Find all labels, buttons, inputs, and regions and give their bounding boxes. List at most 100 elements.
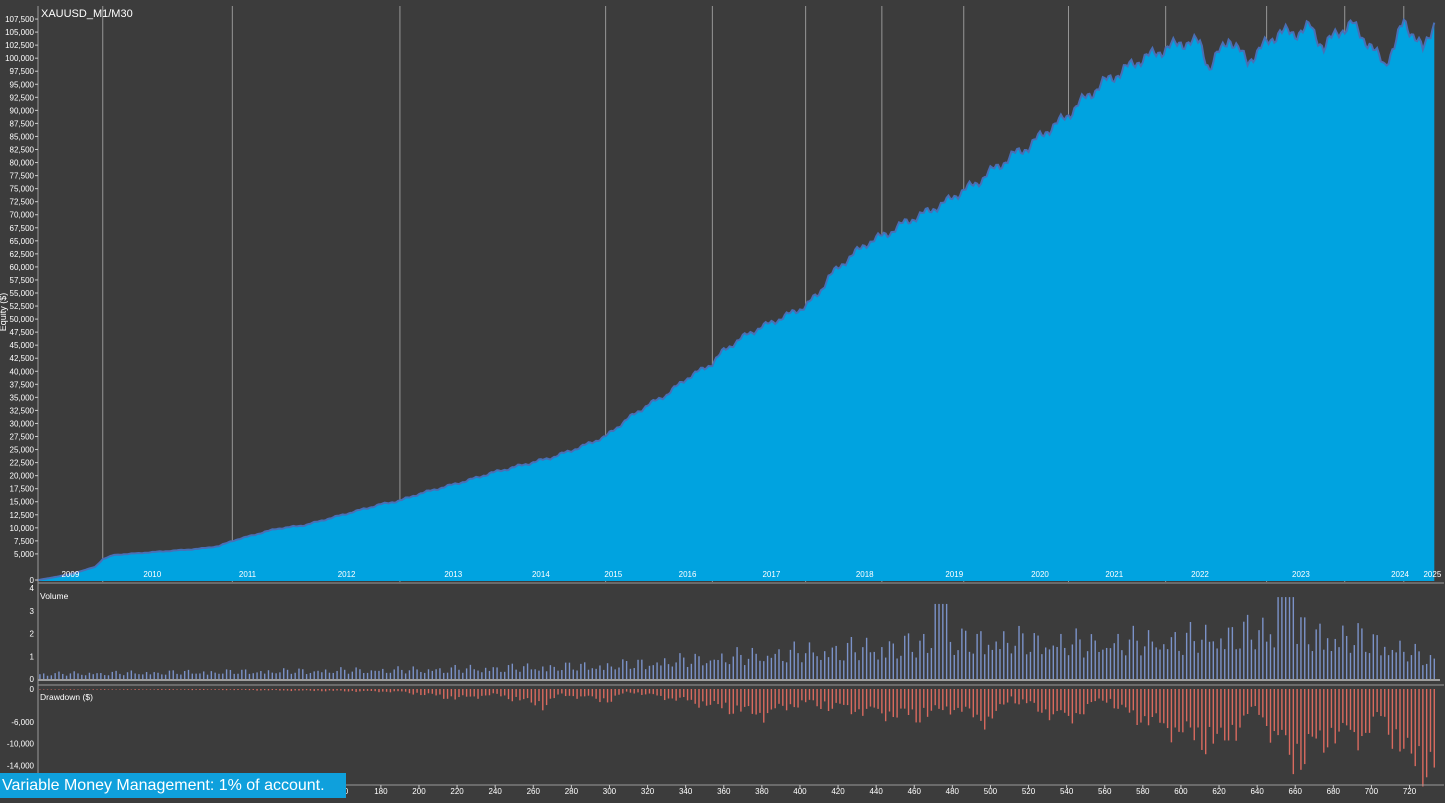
volume-bar [309, 672, 312, 679]
volume-bar [785, 662, 788, 679]
equity-ytick-label: 95,000 [10, 80, 35, 89]
volume-bar [1006, 642, 1009, 679]
drawdown-bar [1075, 689, 1077, 714]
volume-bar [206, 674, 209, 679]
drawdown-bar [1079, 689, 1081, 715]
volume-bar [1319, 623, 1321, 679]
drawdown-bar [393, 689, 395, 692]
drawdown-bar [145, 689, 148, 690]
drawdown-bar [50, 689, 53, 690]
drawdown-bar [263, 689, 266, 691]
drawdown-bar [1353, 689, 1355, 733]
drawdown-bar [206, 689, 209, 690]
drawdown-bar [599, 689, 601, 703]
drawdown-bar [77, 689, 79, 690]
drawdown-bar [39, 689, 41, 690]
drawdown-bar [1086, 689, 1089, 705]
volume-bar [595, 668, 597, 679]
drawdown-bar [340, 689, 342, 691]
volume-bar [744, 665, 746, 679]
drawdown-bar [793, 689, 795, 708]
volume-bar [302, 669, 304, 679]
volume-bar [1258, 630, 1260, 679]
drawdown-bar [610, 689, 613, 702]
drawdown-bar [1147, 689, 1150, 726]
volume-bar [1025, 654, 1028, 679]
volume-bar [1094, 640, 1096, 679]
drawdown-bar [1105, 689, 1108, 703]
equity-ytick-label: 50,000 [10, 315, 35, 324]
drawdown-bar [1064, 689, 1066, 713]
drawdown-bar [374, 689, 376, 692]
volume-bar [477, 670, 479, 679]
volume-bar [275, 673, 277, 679]
drawdown-bar [1319, 689, 1321, 731]
drawdown-bar [416, 689, 418, 693]
drawdown-bar [1235, 689, 1237, 741]
drawdown-bar [267, 689, 270, 691]
volume-bar [686, 666, 689, 679]
volume-bar [984, 654, 986, 679]
volume-bar [1384, 646, 1386, 679]
drawdown-bar [999, 689, 1001, 705]
volume-bar [1197, 652, 1199, 679]
drawdown-bar [465, 689, 468, 697]
volume-bar [961, 628, 963, 679]
volume-bar [1342, 625, 1344, 679]
volume-bar [382, 668, 384, 679]
volume-bar [1014, 645, 1016, 679]
equity-ytick-label: 55,000 [10, 289, 35, 298]
volume-bar [401, 669, 403, 679]
drawdown-bar [972, 689, 975, 718]
drawdown-bar [824, 689, 826, 702]
year-label: 2018 [856, 570, 874, 579]
drawdown-bar [1277, 689, 1279, 736]
volume-bar [237, 673, 239, 679]
drawdown-bar [1403, 689, 1405, 749]
drawdown-bar [854, 689, 856, 712]
volume-bar [462, 672, 464, 679]
volume-bar [313, 671, 315, 679]
volume-bar [865, 637, 868, 679]
volume-bar [957, 650, 959, 679]
equity-ytick-label: 47,500 [10, 328, 35, 337]
drawdown-bar [1406, 689, 1409, 738]
volume-bar [705, 663, 708, 679]
drawdown-bar [675, 689, 677, 701]
drawdown-bar [732, 689, 734, 714]
drawdown-bar [1109, 689, 1112, 699]
drawdown-bar [115, 689, 117, 690]
volume-bar [492, 667, 494, 679]
drawdown-bar [397, 689, 399, 692]
volume-bar [1326, 638, 1329, 679]
equity-ytick-label: 12,500 [10, 511, 35, 520]
drawdown-bar [359, 689, 361, 692]
volume-bar [488, 670, 491, 679]
drawdown-bar [164, 689, 167, 690]
drawdown-bar [180, 689, 182, 690]
drawdown-bar [782, 689, 784, 706]
volume-bar [587, 669, 590, 679]
drawdown-bar [1185, 689, 1188, 722]
drawdown-bar [717, 689, 719, 705]
volume-bar [496, 667, 498, 679]
drawdown-bar [484, 689, 487, 696]
equity-ytick-label: 27,500 [10, 433, 35, 442]
volume-bar [683, 657, 685, 679]
volume-bar [987, 644, 990, 679]
volume-bar [279, 672, 281, 679]
volume-bar [172, 670, 174, 679]
volume-bar [481, 672, 483, 679]
drawdown-ytick-label: -14,000 [7, 762, 35, 771]
volume-bar [1204, 624, 1207, 679]
drawdown-bar [1056, 689, 1058, 712]
drawdown-bar [256, 689, 258, 691]
drawdown-bar [801, 689, 803, 701]
drawdown-bar [382, 689, 384, 692]
drawdown-bar [770, 689, 773, 710]
drawdown-bar [1113, 689, 1115, 709]
volume-bar [123, 675, 125, 679]
drawdown-bar [195, 689, 197, 690]
volume-bar [846, 642, 849, 679]
volume-bar [923, 633, 925, 679]
